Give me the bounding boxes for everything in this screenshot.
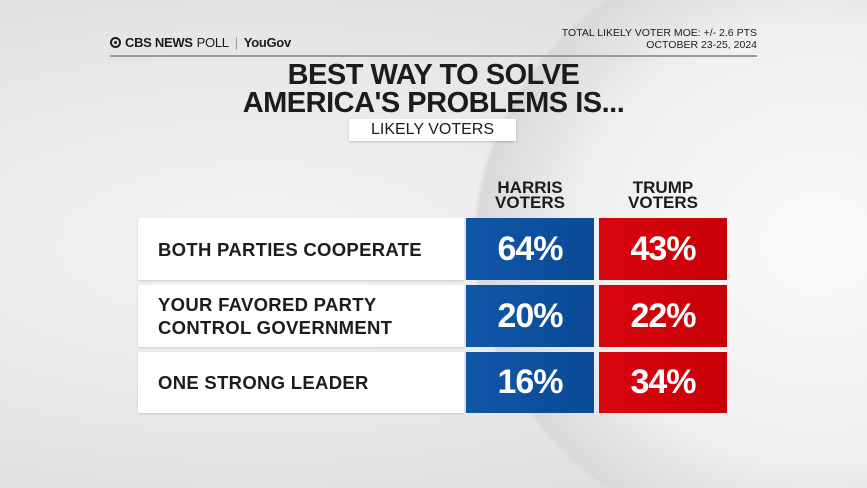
column-header-line: VOTERS xyxy=(495,193,565,212)
chart-title: BEST WAY TO SOLVE AMERICA'S PROBLEMS IS.… xyxy=(0,59,867,119)
cell-harris-both-parties: 64% xyxy=(466,218,594,280)
logo-poll: POLL xyxy=(196,35,229,50)
row-label-text: BOTH PARTIES COOPERATE xyxy=(158,238,422,260)
poll-dates: OCTOBER 23-25, 2024 xyxy=(646,39,757,51)
column-header-trump: TRUMP VOTERS xyxy=(599,178,727,212)
row-label-text: YOUR FAVORED PARTY xyxy=(158,294,377,315)
logo-brand: CBS NEWS xyxy=(125,35,193,50)
column-header-harris: HARRIS VOTERS xyxy=(466,178,594,212)
logo-partner: YouGov xyxy=(243,35,291,50)
title-line-1: BEST WAY TO SOLVE xyxy=(287,59,580,91)
cell-trump-both-parties: 43% xyxy=(599,218,727,280)
row-label-text: ONE STRONG LEADER xyxy=(158,372,369,393)
subtitle-badge: LIKELY VOTERS xyxy=(349,119,516,141)
header-divider xyxy=(110,55,757,57)
title-line-2: AMERICA'S PROBLEMS IS... xyxy=(242,87,625,119)
cell-trump-strong-leader: 34% xyxy=(599,352,727,413)
column-header-line: VOTERS xyxy=(628,193,698,212)
row-label-favored-party: YOUR FAVORED PARTY CONTROL GOVERNMENT xyxy=(138,285,464,347)
row-label-text: CONTROL GOVERNMENT xyxy=(158,317,393,338)
cell-harris-strong-leader: 16% xyxy=(466,352,594,413)
column-header-line: TRUMP xyxy=(632,178,694,197)
column-header-line: HARRIS xyxy=(497,178,563,197)
row-label-strong-leader: ONE STRONG LEADER xyxy=(138,352,464,413)
poll-info: TOTAL LIKELY VOTER MOE: +/- 2.6 PTS OCTO… xyxy=(562,27,757,51)
row-label-both-parties: BOTH PARTIES COOPERATE xyxy=(138,218,464,280)
moe-text: TOTAL LIKELY VOTER MOE: +/- 2.6 PTS xyxy=(561,27,757,39)
cell-trump-favored-party: 22% xyxy=(599,285,727,347)
cbs-eye-icon xyxy=(110,37,121,48)
cbs-news-poll-logo: CBS NEWS POLL | YouGov xyxy=(110,35,291,50)
cell-harris-favored-party: 20% xyxy=(466,285,594,347)
logo-separator: | xyxy=(234,35,238,50)
